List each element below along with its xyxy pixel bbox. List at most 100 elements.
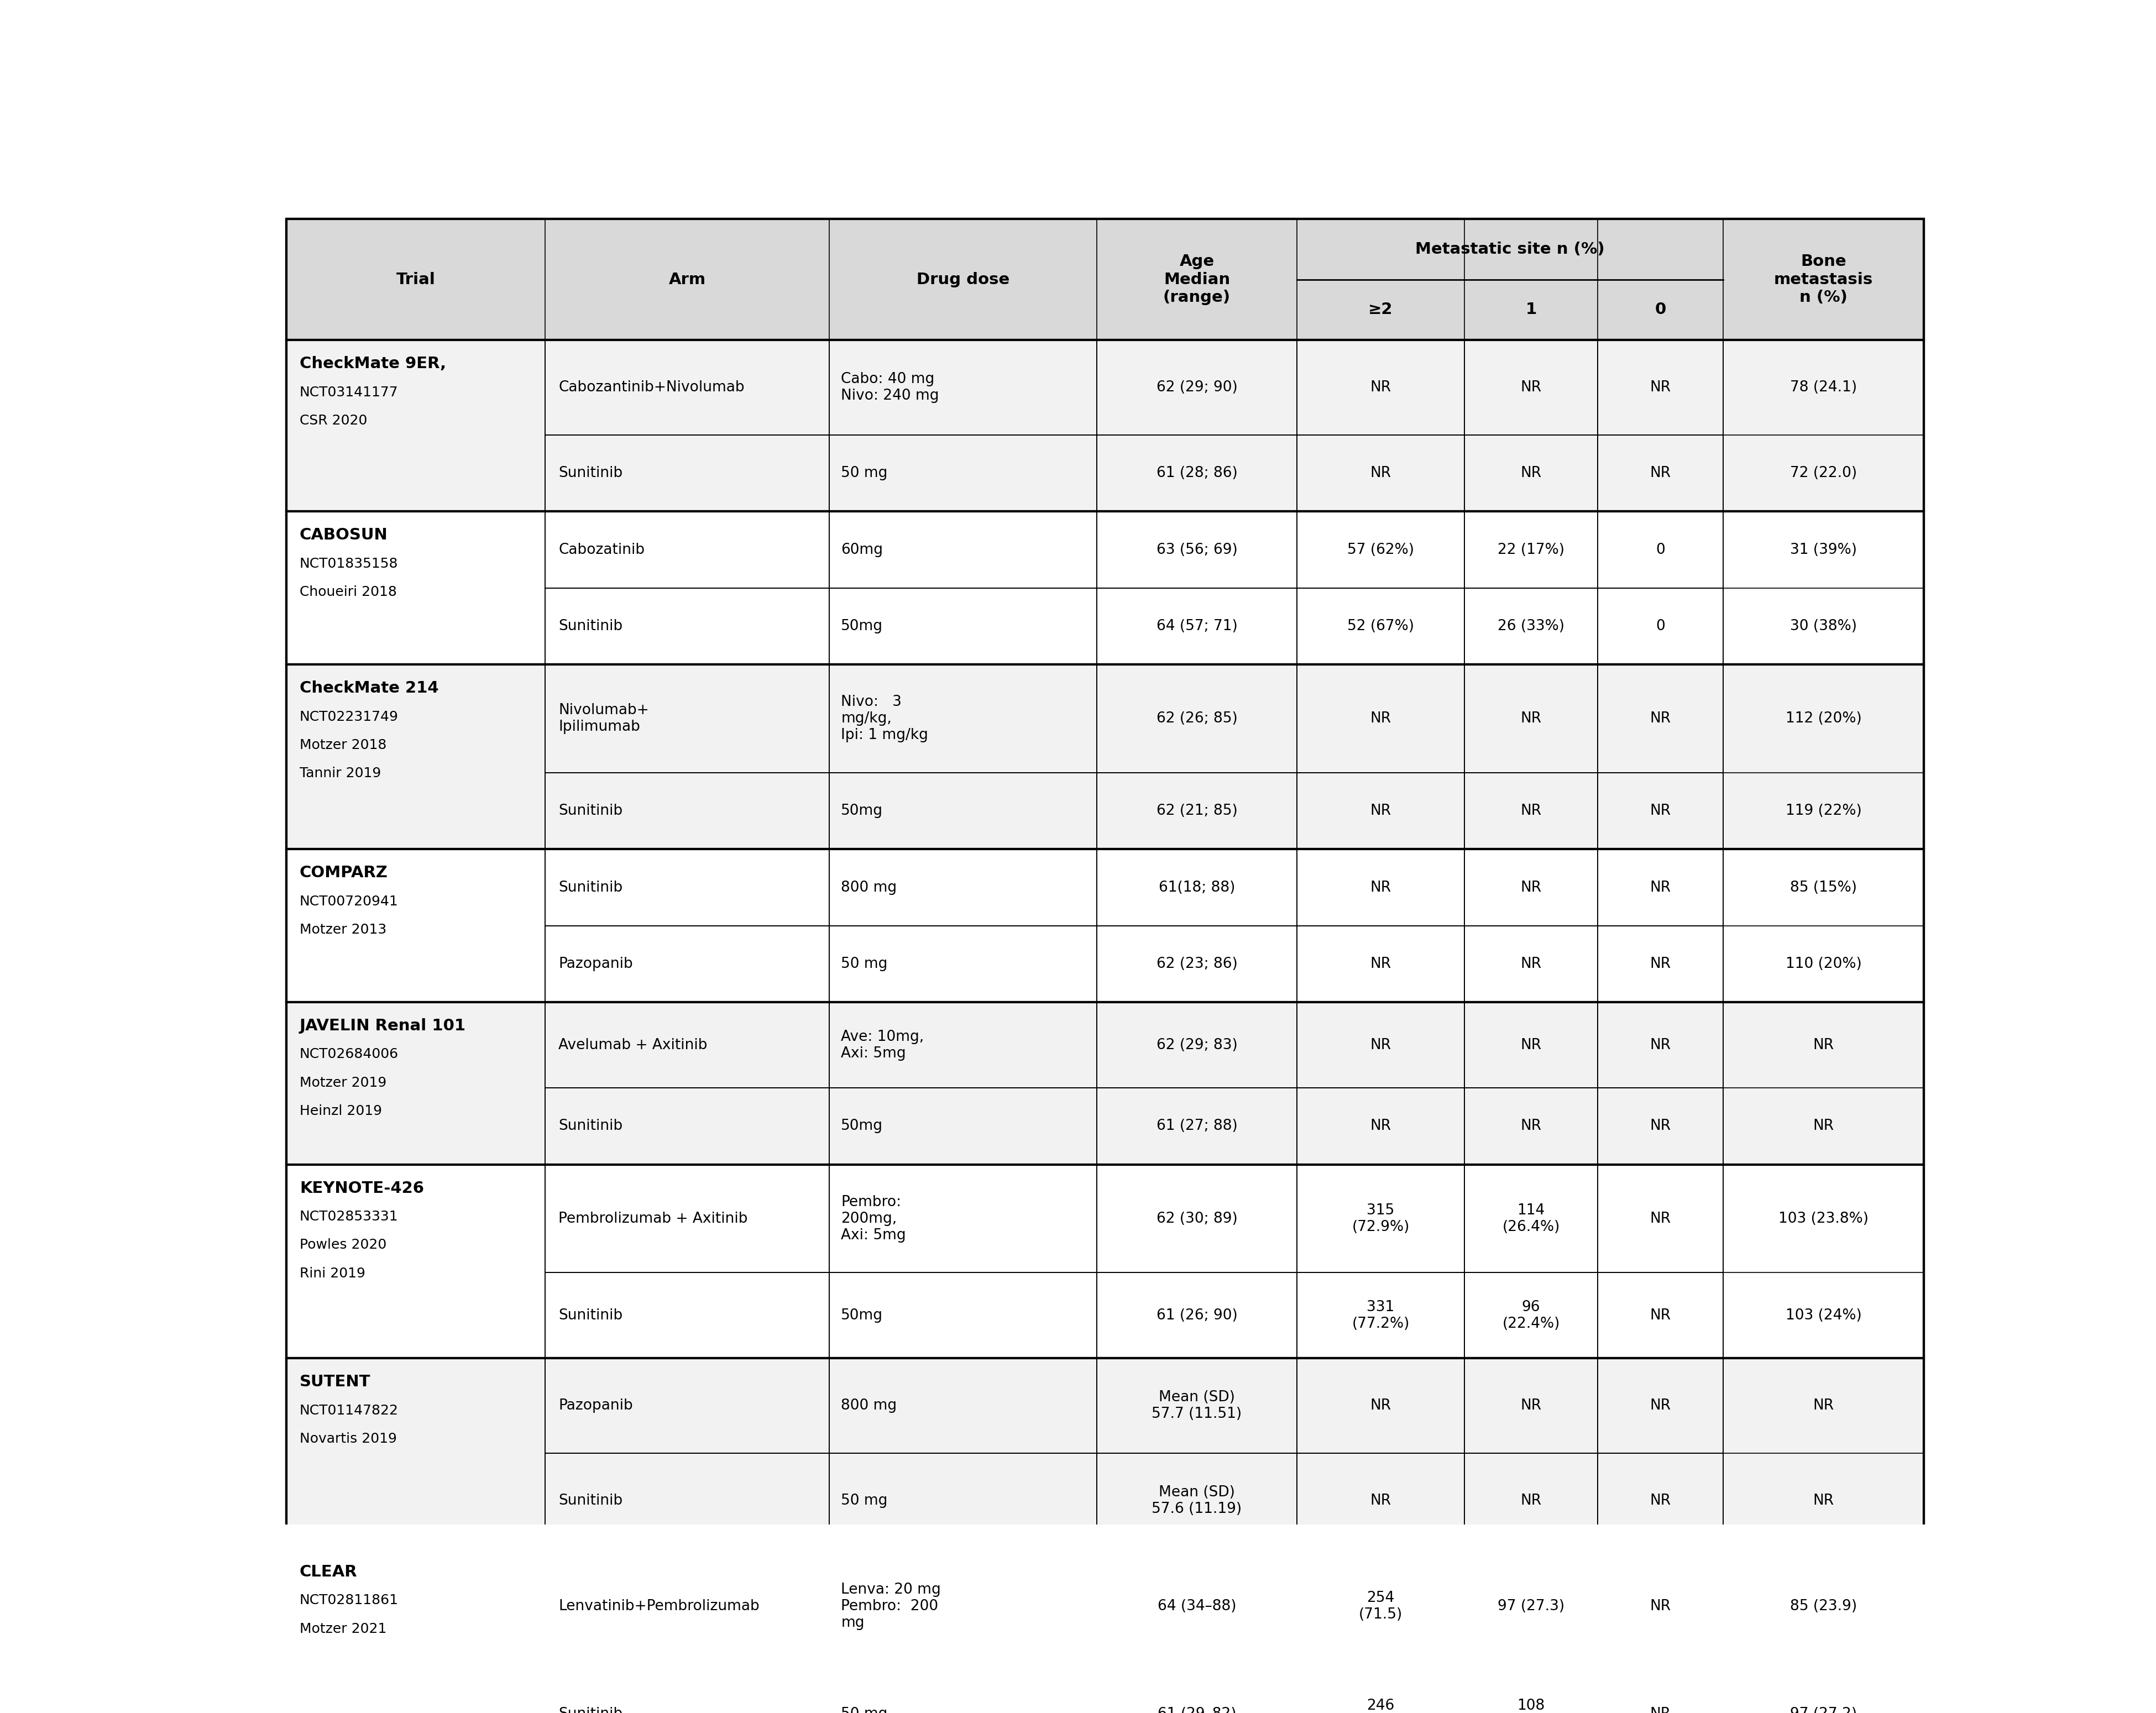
Text: NR: NR (1649, 380, 1671, 394)
Bar (1598, 1453, 1723, 1549)
Bar (1298, 1453, 1464, 1549)
Text: NR: NR (1520, 1038, 1542, 1052)
Text: 62 (23; 86): 62 (23; 86) (1156, 958, 1238, 971)
Bar (287, 1165, 1923, 1358)
Text: 103 (24%): 103 (24%) (1785, 1309, 1861, 1322)
Bar (545, 435, 830, 512)
Text: NR: NR (1369, 711, 1391, 726)
Text: 97 (27.3): 97 (27.3) (1498, 1600, 1565, 1614)
Bar (1298, 435, 1464, 512)
Bar (1298, 1358, 1464, 1453)
Text: Nivo:   3
mg/kg,
Ipi: 1 mg/kg: Nivo: 3 mg/kg, Ipi: 1 mg/kg (841, 695, 929, 742)
Text: 61 (28; 86): 61 (28; 86) (1156, 466, 1238, 481)
Text: NR: NR (1649, 1309, 1671, 1322)
Text: Trial: Trial (397, 272, 436, 288)
Text: 50mg: 50mg (841, 1119, 884, 1134)
Text: Cabozatinib: Cabozatinib (558, 543, 645, 557)
Text: 254
(71.5): 254 (71.5) (1358, 1591, 1404, 1622)
Text: 62 (30; 89): 62 (30; 89) (1156, 1211, 1238, 1227)
Text: NR: NR (1520, 1400, 1542, 1413)
Bar (287, 1165, 545, 1358)
Text: 114
(26.4%): 114 (26.4%) (1503, 1203, 1561, 1233)
Text: 31 (39%): 31 (39%) (1789, 543, 1856, 557)
Text: Pazopanib: Pazopanib (558, 958, 634, 971)
Text: COMPARZ: COMPARZ (300, 865, 388, 880)
Bar (1598, 1002, 1723, 1088)
Bar (830, 773, 1097, 850)
Bar (545, 1453, 830, 1549)
Bar (1464, 435, 1598, 512)
Text: NR: NR (1520, 958, 1542, 971)
Text: 96
(22.4%): 96 (22.4%) (1503, 1300, 1561, 1331)
Text: 800 mg: 800 mg (841, 880, 897, 894)
Bar (1464, 1165, 1598, 1273)
Bar (287, 1549, 545, 1713)
Bar (287, 1549, 1923, 1713)
Bar (1097, 773, 1298, 850)
Text: NR: NR (1649, 1706, 1671, 1713)
Bar (287, 850, 545, 1002)
Text: 64 (57; 71): 64 (57; 71) (1156, 618, 1238, 634)
Text: 61 (26; 90): 61 (26; 90) (1156, 1309, 1238, 1322)
Bar (1097, 341, 1298, 435)
Bar (1298, 1165, 1464, 1273)
Text: CheckMate 9ER,: CheckMate 9ER, (300, 356, 446, 372)
Bar (1598, 1549, 1723, 1665)
Bar (545, 773, 830, 850)
Text: Sunitinib: Sunitinib (558, 1119, 623, 1134)
Text: 50 mg: 50 mg (841, 958, 888, 971)
Bar (1598, 925, 1723, 1002)
Text: Mean (SD)
57.7 (11.51): Mean (SD) 57.7 (11.51) (1151, 1391, 1242, 1422)
Text: 62 (21; 85): 62 (21; 85) (1156, 803, 1238, 819)
Text: 50mg: 50mg (841, 1309, 884, 1322)
Text: NCT02853331: NCT02853331 (300, 1209, 399, 1223)
Text: Pembrolizumab + Axitinib: Pembrolizumab + Axitinib (558, 1211, 748, 1227)
Bar (1464, 773, 1598, 850)
Text: Tannir 2019: Tannir 2019 (300, 767, 382, 779)
Bar (1298, 1088, 1464, 1165)
Bar (1464, 512, 1598, 588)
Bar (1097, 1358, 1298, 1453)
Bar (545, 341, 830, 435)
Bar (287, 1358, 1923, 1549)
Text: NCT01835158: NCT01835158 (300, 557, 399, 570)
Bar (830, 1549, 1097, 1665)
Text: 800 mg: 800 mg (841, 1400, 897, 1413)
Bar (1723, 1549, 1923, 1713)
Text: 50 mg: 50 mg (841, 466, 888, 481)
Text: CSR 2020: CSR 2020 (300, 415, 367, 427)
Text: Motzer 2018: Motzer 2018 (300, 738, 386, 752)
Text: 62 (26; 85): 62 (26; 85) (1156, 711, 1238, 726)
Text: NR: NR (1520, 1119, 1542, 1134)
Bar (1097, 1453, 1298, 1549)
Text: Sunitinib: Sunitinib (558, 1706, 623, 1713)
Text: 72 (22.0): 72 (22.0) (1789, 466, 1856, 481)
Bar (1598, 773, 1723, 850)
Text: 85 (15%): 85 (15%) (1789, 880, 1856, 894)
Bar (545, 1665, 830, 1713)
Bar (830, 341, 1097, 435)
Text: Drug dose: Drug dose (916, 272, 1009, 288)
Bar (1097, 1549, 1298, 1665)
Text: NR: NR (1369, 880, 1391, 894)
Text: Sunitinib: Sunitinib (558, 466, 623, 481)
Bar (545, 1273, 830, 1358)
Text: 50 mg: 50 mg (841, 1494, 888, 1507)
Bar (1097, 1002, 1298, 1088)
Bar (287, 665, 1923, 850)
Bar (1298, 512, 1464, 588)
Bar (1464, 925, 1598, 1002)
Bar (1097, 512, 1298, 588)
Text: NR: NR (1369, 958, 1391, 971)
Text: 64 (34–88): 64 (34–88) (1158, 1600, 1235, 1614)
Text: 103 (23.8%): 103 (23.8%) (1779, 1211, 1869, 1227)
Text: NR: NR (1369, 1119, 1391, 1134)
Bar (1298, 925, 1464, 1002)
Bar (1723, 341, 1923, 512)
Text: Powles 2020: Powles 2020 (300, 1238, 386, 1252)
Text: 63 (56; 69): 63 (56; 69) (1156, 543, 1238, 557)
Text: NR: NR (1369, 466, 1391, 481)
Bar (830, 665, 1097, 773)
Text: 97 (27.2): 97 (27.2) (1789, 1706, 1856, 1713)
Bar (830, 1453, 1097, 1549)
